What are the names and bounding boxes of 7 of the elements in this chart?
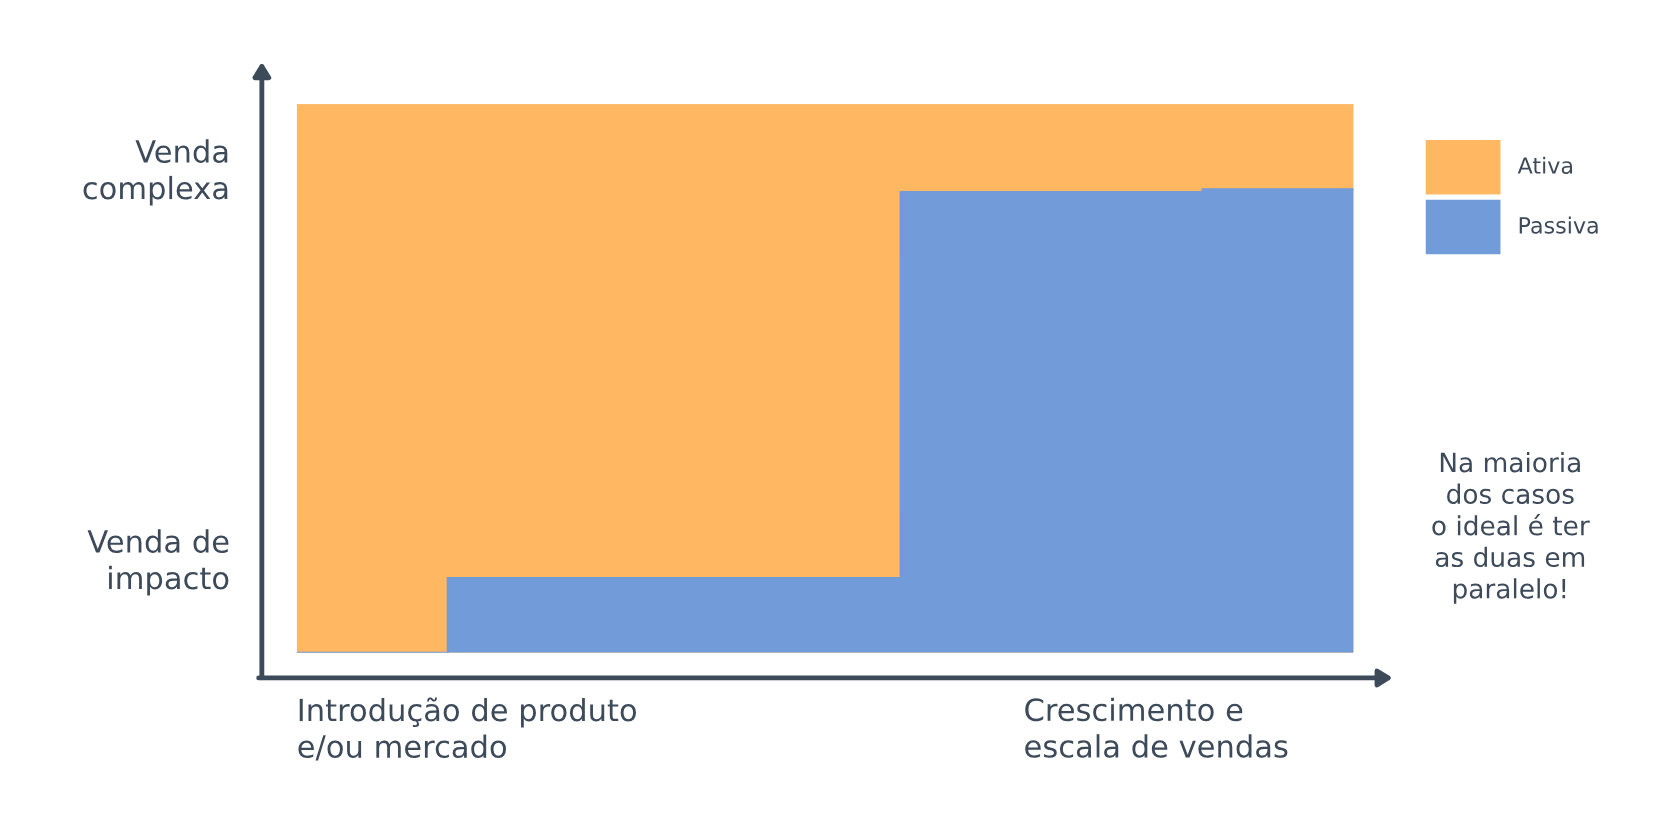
text: Na maioria dos casos o ideal é ter as duas em paralelo!	[1432, 452, 1590, 604]
legend-label: Passiva	[1519, 216, 1598, 234]
text: Introdução de produto e/ou mercado	[298, 697, 636, 761]
text: Crescimento e escala de vendas	[1025, 697, 1288, 758]
text: Venda de impacto	[87, 529, 229, 596]
legend-label: Ativa	[1517, 156, 1573, 174]
text: Venda complexa	[83, 139, 228, 206]
